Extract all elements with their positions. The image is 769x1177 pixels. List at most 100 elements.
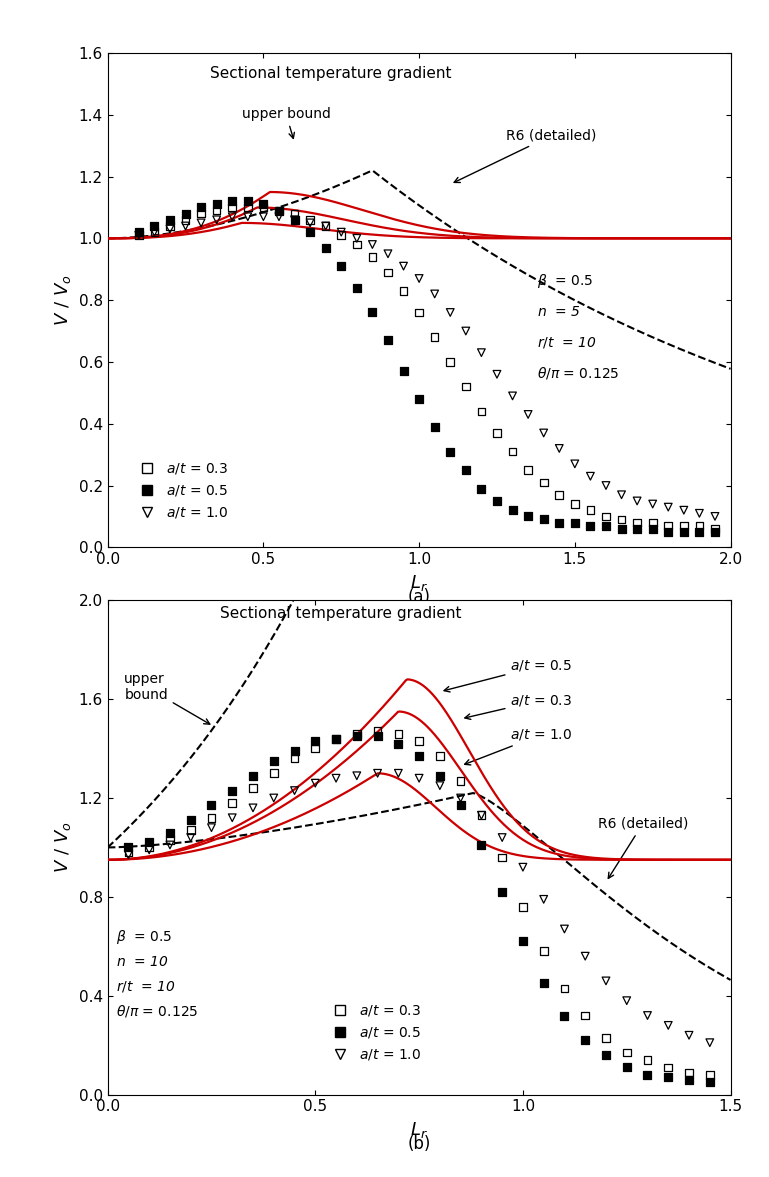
Point [569, 513, 581, 532]
Point [148, 217, 161, 235]
Point [475, 401, 488, 420]
Point [122, 838, 135, 857]
Point [444, 443, 457, 461]
Point [226, 782, 238, 800]
Point [164, 217, 176, 235]
Text: $n$  = 5: $n$ = 5 [538, 305, 581, 319]
Text: $\beta$  = 0.5: $\beta$ = 0.5 [538, 272, 594, 290]
Point [491, 492, 503, 511]
Point [600, 476, 612, 494]
Point [330, 730, 342, 749]
Point [179, 204, 191, 222]
Point [444, 352, 457, 371]
Point [538, 473, 550, 492]
Point [330, 730, 342, 749]
Point [460, 321, 472, 340]
Point [211, 195, 223, 214]
Point [434, 777, 446, 796]
Text: $\theta/\pi$ = 0.125: $\theta/\pi$ = 0.125 [538, 365, 620, 381]
Point [496, 883, 508, 902]
Point [304, 213, 316, 232]
Point [241, 198, 254, 217]
Point [304, 211, 316, 230]
Point [351, 766, 363, 785]
Point [600, 1045, 612, 1064]
Point [351, 235, 363, 254]
Text: $a/t$ = 1.0: $a/t$ = 1.0 [464, 727, 573, 765]
Point [538, 942, 550, 960]
Point [268, 764, 280, 783]
Point [647, 494, 659, 513]
Point [143, 840, 155, 859]
Point [366, 302, 378, 321]
Text: $r/t$  = 10: $r/t$ = 10 [538, 335, 597, 350]
Point [164, 211, 176, 230]
Point [704, 1073, 716, 1092]
Point [662, 517, 674, 536]
Point [538, 424, 550, 443]
Point [600, 507, 612, 526]
Point [211, 211, 223, 230]
Point [143, 833, 155, 852]
Text: upper bound: upper bound [241, 107, 331, 139]
Text: Sectional temperature gradient: Sectional temperature gradient [220, 606, 461, 620]
Point [454, 789, 467, 807]
Point [621, 1058, 633, 1077]
Point [366, 247, 378, 266]
Point [517, 897, 529, 916]
Point [413, 302, 425, 321]
Point [273, 201, 285, 220]
Point [205, 818, 218, 837]
Text: R6 (detailed): R6 (detailed) [598, 817, 688, 878]
Point [694, 504, 706, 523]
Point [268, 751, 280, 770]
Point [475, 479, 488, 498]
Point [392, 724, 404, 743]
Legend: $a/t$ = 0.3, $a/t$ = 0.5, $a/t$ = 1.0: $a/t$ = 0.3, $a/t$ = 0.5, $a/t$ = 1.0 [127, 455, 234, 525]
Point [351, 278, 363, 297]
Point [600, 1029, 612, 1048]
Point [351, 724, 363, 743]
Point [584, 500, 597, 519]
Point [195, 198, 208, 217]
Point [288, 742, 301, 760]
Point [709, 519, 721, 538]
Point [226, 207, 238, 226]
Text: $\theta/\pi$ = 0.125: $\theta/\pi$ = 0.125 [116, 1003, 198, 1019]
Point [382, 245, 394, 264]
Point [309, 739, 321, 758]
Point [241, 207, 254, 226]
Point [677, 523, 690, 541]
Point [258, 195, 270, 214]
Point [335, 222, 348, 241]
Point [615, 510, 628, 528]
Y-axis label: $V \ / \ V_o$: $V \ / \ V_o$ [53, 822, 73, 873]
Point [631, 519, 644, 538]
Point [683, 1070, 695, 1089]
Point [428, 418, 441, 437]
Point [683, 1026, 695, 1045]
Point [553, 485, 565, 504]
Point [677, 500, 690, 519]
Point [288, 204, 301, 222]
Point [226, 793, 238, 812]
Point [600, 517, 612, 536]
Point [475, 806, 488, 825]
Point [558, 1006, 571, 1025]
Point [677, 517, 690, 536]
Point [621, 991, 633, 1010]
Point [195, 213, 208, 232]
Point [371, 726, 384, 746]
Point [600, 971, 612, 990]
Point [662, 498, 674, 517]
Point [398, 257, 410, 275]
Point [709, 507, 721, 526]
Point [709, 523, 721, 541]
Point [143, 838, 155, 857]
Point [496, 847, 508, 866]
Point [366, 235, 378, 254]
Point [553, 439, 565, 458]
Point [288, 749, 301, 767]
Point [179, 211, 191, 230]
Point [335, 257, 348, 275]
